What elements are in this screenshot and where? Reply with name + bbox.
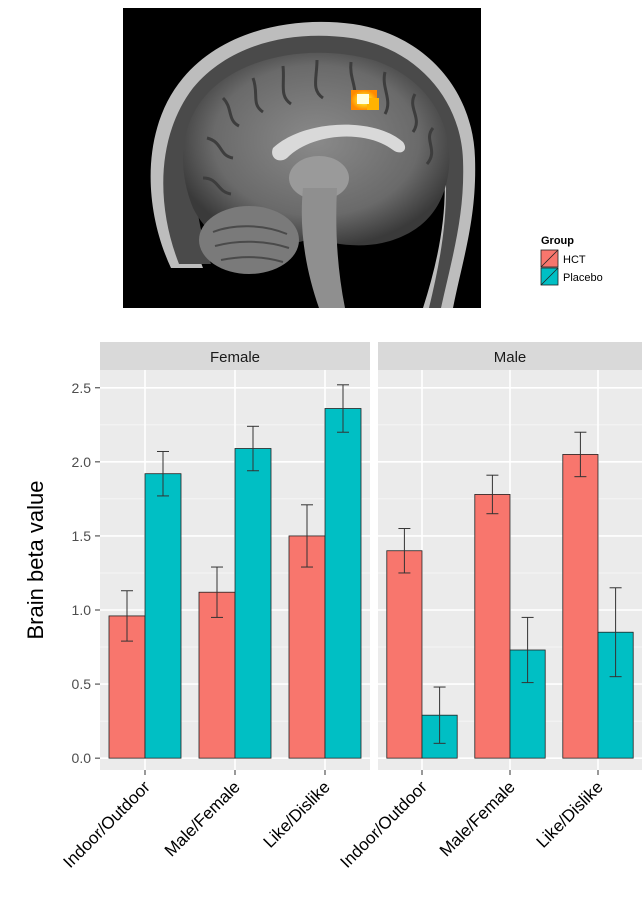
bar-placebo-like-dislike — [324, 408, 362, 759]
facet-label: Male — [494, 349, 527, 366]
x-tick-label: Indoor/Outdoor — [60, 777, 155, 872]
bar-hct-like-dislike — [288, 535, 326, 759]
bar-hct-male-female — [474, 494, 511, 759]
facet-label: Female — [210, 349, 260, 366]
error-bar — [486, 474, 499, 515]
bar-placebo-male-female — [234, 448, 272, 759]
legend-title: Group — [541, 235, 574, 247]
y-tick-label: 2.5 — [72, 380, 92, 396]
x-tick-label: Male/Female — [436, 777, 519, 860]
error-bar — [433, 686, 446, 744]
error-bar — [211, 566, 223, 618]
error-bar — [121, 590, 133, 642]
y-axis-title: Brain beta value — [23, 481, 48, 640]
brain-mri-image — [123, 8, 481, 308]
panel-female: Female Indoor/Outdoor Male/Female Like/Disl… — [60, 342, 370, 872]
error-bar — [398, 528, 411, 574]
bar-hct-male-female — [198, 591, 236, 759]
error-bar — [337, 384, 349, 433]
error-bar — [247, 425, 259, 472]
error-bar — [609, 587, 622, 678]
bar-placebo-indoor-outdoor — [144, 473, 182, 759]
panel-male: Male Indoor/Outdoor Male/Female Like/Dislik… — [337, 342, 642, 872]
error-bar — [301, 504, 313, 568]
legend-item-placebo: Placebo — [540, 267, 603, 286]
y-tick-label: 1.5 — [72, 528, 92, 544]
bar-hct-like-dislike — [562, 454, 599, 759]
x-tick-label: Like/Dislike — [260, 777, 334, 851]
x-tick-label: Indoor/Outdoor — [337, 777, 432, 872]
legend-item-hct: HCT — [540, 249, 586, 268]
facet-strip — [378, 342, 642, 370]
y-tick-label: 0.5 — [72, 676, 92, 692]
x-tick-label: Like/Dislike — [533, 777, 607, 851]
y-tick-label: 2.0 — [72, 454, 92, 470]
bar-hct-indoor-outdoor — [386, 550, 423, 759]
legend: Group HCT Placebo — [540, 235, 603, 286]
error-bar — [574, 431, 587, 478]
error-bar — [521, 616, 534, 684]
legend-label: Placebo — [563, 272, 603, 284]
error-bar — [157, 450, 169, 497]
facet-strip — [100, 342, 370, 370]
legend-label: HCT — [563, 254, 586, 266]
y-tick-label: 0.0 — [72, 750, 92, 766]
x-tick-label: Male/Female — [161, 777, 244, 860]
y-tick-label: 1.0 — [72, 602, 92, 618]
